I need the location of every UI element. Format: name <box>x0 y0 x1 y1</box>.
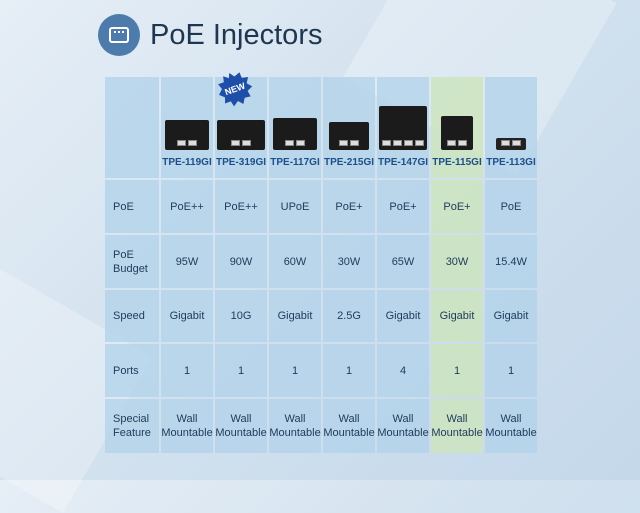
rj45-port-icon <box>404 140 413 146</box>
product-image <box>329 122 369 150</box>
table-cell-feature: Wall Mountable <box>161 399 213 453</box>
table-cell-budget: 95W <box>161 235 213 288</box>
table-cell-poe: PoE+ <box>377 180 429 233</box>
rj45-port-icon <box>242 140 251 146</box>
row-label: PoE Budget <box>105 235 159 288</box>
table-cell-speed: Gigabit <box>377 290 429 342</box>
table-cell-poe: PoE <box>485 180 537 233</box>
rj45-port-icon <box>393 140 402 146</box>
table-cell-feature: Wall Mountable <box>269 399 321 453</box>
table-cell-poe: PoE+ <box>323 180 375 233</box>
table-cell-feature: Wall Mountable <box>215 399 267 453</box>
product-model: TPE-319GI <box>215 157 267 168</box>
page-title: PoE Injectors <box>150 18 323 51</box>
rj45-port-icon <box>415 140 424 146</box>
row-label: Speed <box>105 290 159 342</box>
table-cell-feature: Wall Mountable <box>377 399 429 453</box>
table-cell-ports: 1 <box>485 344 537 397</box>
table-cell-budget: 30W <box>431 235 483 288</box>
row-label: PoE <box>105 180 159 233</box>
table-cell-ports: 1 <box>269 344 321 397</box>
product-header: TPE-113GI <box>485 77 537 178</box>
table-cell-budget: 30W <box>323 235 375 288</box>
rj45-port-icon <box>501 140 510 146</box>
rj45-port-icon <box>231 140 240 146</box>
product-model: TPE-113GI <box>486 157 536 168</box>
table-cell-speed: Gigabit <box>269 290 321 342</box>
product-model: TPE-147GI <box>377 157 429 168</box>
product-model: TPE-117GI <box>270 157 320 168</box>
product-image <box>441 116 473 150</box>
product-header: TPE-115GI <box>431 77 483 178</box>
rj45-port-icon <box>296 140 305 146</box>
product-image <box>165 120 209 150</box>
table-cell-poe: UPoE <box>269 180 321 233</box>
table-cell-ports: 1 <box>431 344 483 397</box>
row-label: Special Feature <box>105 399 159 453</box>
table-cell-poe: PoE++ <box>215 180 267 233</box>
table-cell-budget: 65W <box>377 235 429 288</box>
row-label: Ports <box>105 344 159 397</box>
product-header: TPE-147GI <box>377 77 429 178</box>
table-cell-ports: 1 <box>323 344 375 397</box>
table-cell-poe: PoE++ <box>161 180 213 233</box>
table-cell-speed: 2.5G <box>323 290 375 342</box>
table-cell-ports: 1 <box>161 344 213 397</box>
table-cell-speed: Gigabit <box>485 290 537 342</box>
rj45-port-icon <box>350 140 359 146</box>
table-cell-speed: Gigabit <box>431 290 483 342</box>
rj45-port-icon <box>447 140 456 146</box>
table-cell-budget: 15.4W <box>485 235 537 288</box>
table-cell-feature: Wall Mountable <box>323 399 375 453</box>
table-cell-poe: PoE+ <box>431 180 483 233</box>
table-cell-feature: Wall Mountable <box>485 399 537 453</box>
ethernet-port-icon <box>98 14 140 56</box>
product-image <box>217 120 265 150</box>
table-cell-speed: Gigabit <box>161 290 213 342</box>
comparison-table: TPE-119GI TPE-319GI TPE-117GI TPE-215GI TPE-… <box>105 77 537 453</box>
product-header: TPE-215GI <box>323 77 375 178</box>
table-cell-feature: Wall Mountable <box>431 399 483 453</box>
product-model: TPE-215GI <box>323 157 375 168</box>
table-cell-speed: 10G <box>215 290 267 342</box>
corner-cell <box>105 77 159 178</box>
rj45-port-icon <box>339 140 348 146</box>
table-cell-ports: 4 <box>377 344 429 397</box>
rj45-port-icon <box>188 140 197 146</box>
rj45-port-icon <box>177 140 186 146</box>
product-header: TPE-117GI <box>269 77 321 178</box>
product-image <box>273 118 317 150</box>
table-cell-ports: 1 <box>215 344 267 397</box>
product-image <box>379 106 427 150</box>
rj45-port-icon <box>285 140 294 146</box>
rj45-port-icon <box>512 140 521 146</box>
product-image <box>496 138 526 150</box>
table-cell-budget: 60W <box>269 235 321 288</box>
header: PoE Injectors <box>98 14 322 56</box>
rj45-port-icon <box>382 140 391 146</box>
product-model: TPE-115GI <box>432 157 482 168</box>
table-cell-budget: 90W <box>215 235 267 288</box>
product-model: TPE-119GI <box>162 157 212 168</box>
product-header: TPE-119GI <box>161 77 213 178</box>
rj45-port-icon <box>458 140 467 146</box>
